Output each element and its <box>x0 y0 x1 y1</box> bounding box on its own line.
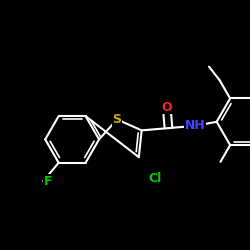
Text: Cl: Cl <box>148 172 162 185</box>
Text: O: O <box>162 100 172 114</box>
Text: NH: NH <box>185 119 206 132</box>
Text: S: S <box>112 113 122 126</box>
Text: F: F <box>44 174 52 188</box>
